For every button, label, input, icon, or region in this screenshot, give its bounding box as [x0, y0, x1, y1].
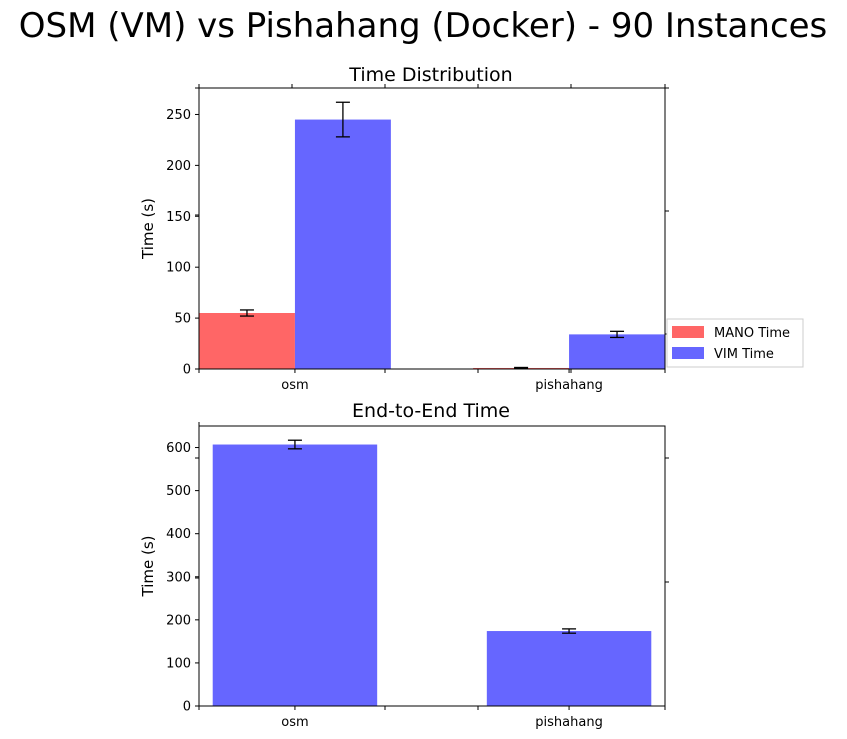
- end-to-end-x-tick-label-pishahang: pishahang: [535, 715, 603, 730]
- legend: MANO Time VIM Time: [666, 318, 804, 368]
- end-to-end-time-bar-pishahang-error-bar: [562, 628, 577, 634]
- time-distribution-x-tick-label-pishahang: pishahang: [535, 378, 603, 393]
- end-to-end-panel: End-to-End Time Time (s) 0 100 200 300 400 50…: [139, 400, 669, 730]
- end-to-end-y-tick-label: 200: [166, 613, 191, 628]
- end-to-end-y-axis-label: Time (s): [139, 536, 157, 598]
- end-to-end-y-tick-label: 500: [166, 484, 191, 499]
- time-distribution-x-tick-label-osm: osm: [281, 378, 308, 393]
- time-distribution-y-tick-label: 250: [166, 108, 191, 123]
- end-to-end-title: End-to-End Time: [352, 400, 510, 422]
- time-distribution-y-tick-label: 150: [166, 210, 191, 225]
- time-distribution-vim-time-bar-pishahang-error-bar: [610, 330, 625, 339]
- end-to-end-plot-frame: [198, 425, 666, 707]
- figure-title: OSM (VM) vs Pishahang (Docker) - 90 Inst…: [19, 6, 828, 46]
- legend-swatch-mano-time: [672, 326, 704, 338]
- time-distribution-y-tick-label: 100: [166, 261, 191, 276]
- time-distribution-y-tick-label: 0: [183, 363, 191, 378]
- end-to-end-y-tick-label: 400: [166, 527, 191, 542]
- end-to-end-y-tick-label: 600: [166, 441, 191, 456]
- time-distribution-vim-time-bar-osm: [294, 119, 391, 370]
- end-to-end-time-bar-osm: [212, 444, 378, 706]
- time-distribution-panel: Time Distribution Time (s) 0 50 100 150 200 2…: [139, 64, 669, 393]
- time-distribution-vim-time-bar-pishahang: [569, 334, 665, 369]
- time-distribution-mano-time-bar-pishahang-error-bar: [514, 366, 529, 370]
- time-distribution-y-axis-label: Time (s): [139, 198, 157, 260]
- end-to-end-y-tick-label: 0: [183, 700, 191, 715]
- legend-swatch-vim-time: [672, 347, 704, 359]
- end-to-end-y-tick-label: 100: [166, 656, 191, 671]
- end-to-end-y-tick-label: 300: [166, 570, 191, 585]
- time-distribution-title: Time Distribution: [348, 64, 512, 86]
- time-distribution-vim-time-bar-osm-error-bar: [335, 101, 350, 138]
- legend-label-vim-time: VIM Time: [714, 347, 774, 362]
- time-distribution-mano-time-bar-osm: [199, 313, 295, 369]
- time-distribution-y-tick-label: 50: [174, 312, 191, 327]
- end-to-end-time-bar-osm-error-bar: [287, 439, 302, 450]
- end-to-end-x-tick-label-osm: osm: [281, 715, 308, 730]
- time-distribution-plot-frame: [198, 87, 666, 370]
- legend-label-mano-time: MANO Time: [714, 326, 790, 341]
- time-distribution-y-tick-label: 200: [166, 159, 191, 174]
- time-distribution-mano-time-bar-osm-error-bar: [239, 309, 254, 317]
- end-to-end-time-bar-pishahang: [486, 631, 652, 706]
